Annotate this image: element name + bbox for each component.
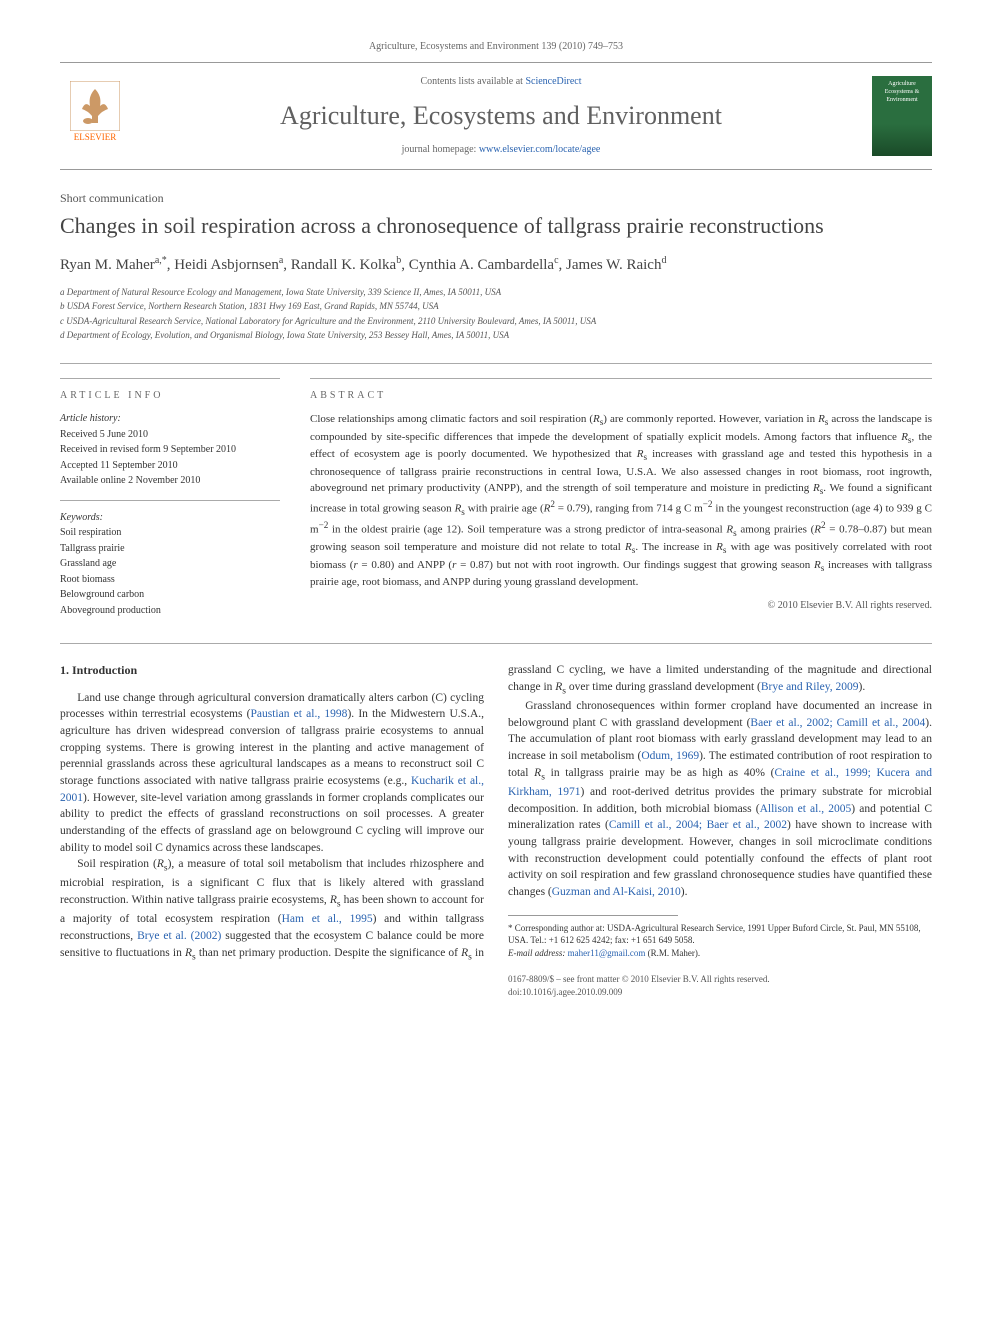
affiliation-d: d Department of Ecology, Evolution, and … — [60, 329, 932, 343]
keyword-4: Root biomass — [60, 573, 280, 587]
contents-available-line: Contents lists available at ScienceDirec… — [130, 75, 872, 89]
corr-author-text: * Corresponding author at: USDA-Agricult… — [508, 922, 932, 947]
journal-cover-thumbnail: Agriculture Ecosystems & Environment — [872, 76, 932, 156]
issn-line: 0167-8809/$ – see front matter © 2010 El… — [508, 973, 932, 986]
corr-author-email-line: E-mail address: maher11@gmail.com (R.M. … — [508, 947, 932, 960]
keyword-2: Tallgrass prairie — [60, 542, 280, 556]
elsevier-tree-icon — [70, 81, 120, 131]
journal-homepage-line: journal homepage: www.elsevier.com/locat… — [130, 143, 872, 157]
article-title: Changes in soil respiration across a chr… — [60, 212, 932, 241]
keyword-6: Aboveground production — [60, 604, 280, 618]
history-revised: Received in revised form 9 September 201… — [60, 443, 280, 457]
doi-line: doi:10.1016/j.agee.2010.09.009 — [508, 986, 932, 999]
corr-email-link[interactable]: maher11@gmail.com — [568, 948, 646, 958]
journal-header: ELSEVIER Contents lists available at Sci… — [60, 62, 932, 170]
article-info-heading: ARTICLE INFO — [60, 389, 280, 403]
footnote-separator — [508, 915, 678, 916]
abstract-box: ABSTRACT Close relationships among clima… — [310, 378, 932, 620]
homepage-link[interactable]: www.elsevier.com/locate/agee — [479, 144, 601, 155]
footer-issn: 0167-8809/$ – see front matter © 2010 El… — [508, 973, 932, 999]
citation-line: Agriculture, Ecosystems and Environment … — [60, 40, 932, 54]
elsevier-logo: ELSEVIER — [60, 81, 130, 151]
affiliations: a Department of Natural Resource Ecology… — [60, 286, 932, 343]
corresponding-author-footnote: * Corresponding author at: USDA-Agricult… — [508, 922, 932, 960]
affiliation-a: a Department of Natural Resource Ecology… — [60, 286, 932, 300]
article-history-label: Article history: — [60, 412, 280, 426]
history-online: Available online 2 November 2010 — [60, 474, 280, 488]
abstract-copyright: © 2010 Elsevier B.V. All rights reserved… — [310, 599, 932, 613]
abstract-text: Close relationships among climatic facto… — [310, 412, 932, 591]
section-1-heading: 1. Introduction — [60, 662, 484, 679]
abstract-heading: ABSTRACT — [310, 389, 932, 403]
author-list: Ryan M. Mahera,*, Heidi Asbjornsena, Ran… — [60, 254, 932, 275]
sciencedirect-link[interactable]: ScienceDirect — [525, 76, 581, 87]
keywords-label: Keywords: — [60, 511, 280, 525]
keyword-3: Grassland age — [60, 557, 280, 571]
article-type: Short communication — [60, 190, 932, 206]
homepage-prefix: journal homepage: — [402, 144, 479, 155]
keyword-1: Soil respiration — [60, 526, 280, 540]
email-label: E-mail address: — [508, 948, 568, 958]
article-body: 1. Introduction Land use change through … — [60, 643, 932, 999]
paragraph-3: Grassland chronosequences within former … — [508, 698, 932, 901]
history-accepted: Accepted 11 September 2010 — [60, 459, 280, 473]
email-suffix: (R.M. Maher). — [645, 948, 700, 958]
info-divider — [60, 500, 280, 501]
info-abstract-row: ARTICLE INFO Article history: Received 5… — [60, 363, 932, 620]
affiliation-b: b USDA Forest Service, Northern Research… — [60, 300, 932, 314]
history-received: Received 5 June 2010 — [60, 428, 280, 442]
contents-prefix: Contents lists available at — [420, 76, 525, 87]
section-title: Introduction — [72, 663, 137, 677]
section-number: 1. — [60, 663, 69, 677]
article-info-box: ARTICLE INFO Article history: Received 5… — [60, 378, 280, 620]
affiliation-c: c USDA-Agricultural Research Service, Na… — [60, 315, 932, 329]
paragraph-1: Land use change through agricultural con… — [60, 690, 484, 857]
keyword-5: Belowground carbon — [60, 588, 280, 602]
publisher-name: ELSEVIER — [74, 131, 117, 143]
journal-title: Agriculture, Ecosystems and Environment — [130, 98, 872, 133]
journal-center: Contents lists available at ScienceDirec… — [130, 75, 872, 157]
